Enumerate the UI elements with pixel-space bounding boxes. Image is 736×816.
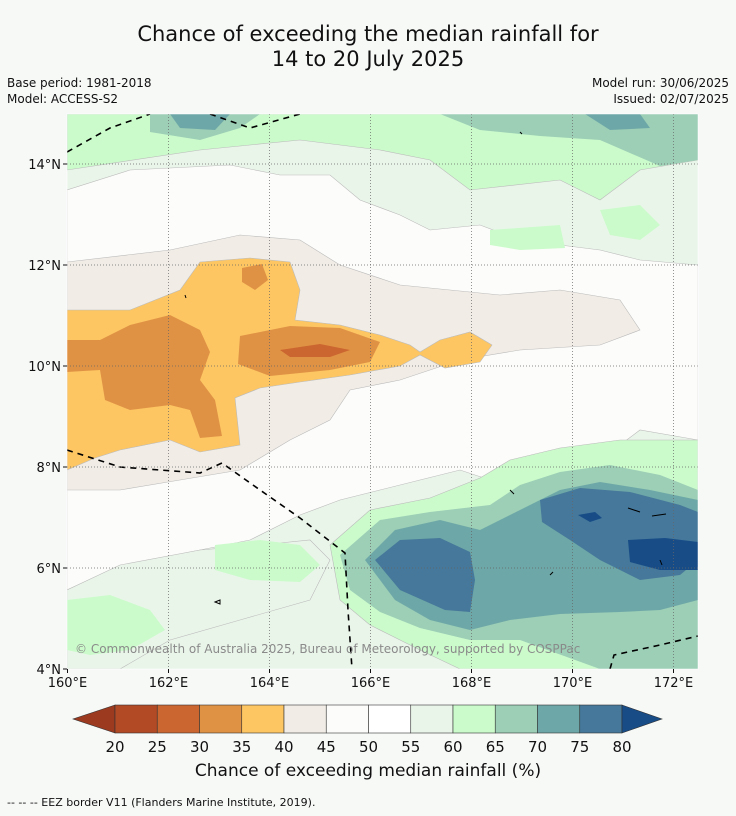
zone-65-mid-north <box>490 225 565 250</box>
colorbar-swatch <box>283 704 327 734</box>
colorbar-swatch <box>325 704 369 734</box>
lat-tick-label: 6°N <box>37 562 62 577</box>
lon-tick-label: 164°E <box>250 676 290 691</box>
lon-tick-label: 160°E <box>48 676 88 691</box>
colorbar-tick-label: 50 <box>359 738 378 756</box>
zone-65-east <box>600 205 660 240</box>
colorbar-tick-label: 55 <box>401 738 420 756</box>
longitude-axis: 160°E 162°E 164°E 166°E 168°E 170°E 172°E <box>48 669 694 691</box>
colorbar-swatch <box>368 704 412 734</box>
colorbar-extend-low <box>72 704 116 734</box>
eez-border-north <box>209 114 301 129</box>
metadata-right: Model run: 30/06/2025 Issued: 02/07/2025 <box>592 75 729 107</box>
colorbar-tick-label: 40 <box>274 738 293 756</box>
zone-80-south-east-west <box>375 538 475 612</box>
zone-65-mid-south <box>215 540 320 582</box>
lat-tick-label: 14°N <box>28 158 61 173</box>
colorbar-swatch <box>114 704 158 734</box>
zone-above-80 <box>628 538 698 570</box>
lat-tick-label: 4°N <box>37 663 62 678</box>
model-label: Model: ACCESS-S2 <box>7 92 119 106</box>
zone-35-small <box>242 264 268 290</box>
colorbar-tick-label: 65 <box>486 738 505 756</box>
eez-border-north-west <box>67 114 151 153</box>
colorbar: 20 25 30 35 40 45 50 55 60 65 70 75 80 <box>72 704 663 756</box>
zone-75-north-east <box>585 114 650 130</box>
lon-tick-label: 162°E <box>149 676 189 691</box>
colorbar-tick-label: 60 <box>443 738 462 756</box>
zone-65-south-west <box>67 595 165 655</box>
colorbar-tick-label: 45 <box>317 738 336 756</box>
colorbar-swatch <box>156 704 200 734</box>
colorbar-tick-label: 80 <box>612 738 631 756</box>
colorbar-swatch <box>452 704 496 734</box>
title-line-1: Chance of exceeding the median rainfall … <box>137 22 599 46</box>
colorbar-swatch <box>410 704 454 734</box>
lat-tick-label: 10°N <box>28 360 61 375</box>
colorbar-swatch <box>579 704 623 734</box>
rainfall-map: © Commonwealth of Australia 2025, Bureau… <box>67 114 698 669</box>
model-run-label: Model run: 30/06/2025 <box>591 76 729 90</box>
colorbar-title: Chance of exceeding median rainfall (%) <box>194 761 542 781</box>
zone-30-center <box>280 344 350 357</box>
lon-tick-label: 168°E <box>452 676 492 691</box>
lon-tick-label: 170°E <box>553 676 593 691</box>
colorbar-tick-label: 75 <box>570 738 589 756</box>
title-line-2: 14 to 20 July 2025 <box>271 47 465 71</box>
latitude-axis: 14°N 12°N 10°N 8°N 6°N 4°N <box>28 158 67 678</box>
colorbar-tick-label: 25 <box>148 738 167 756</box>
colorbar-swatch <box>199 704 243 734</box>
zone-35-west <box>67 315 222 438</box>
lon-tick-label: 172°E <box>654 676 694 691</box>
eez-border-south-east <box>609 635 698 669</box>
lat-tick-label: 12°N <box>28 259 61 274</box>
gridlines <box>67 114 698 669</box>
metadata-left: Base period: 1981-2018 Model: ACCESS-S2 <box>7 75 152 107</box>
map-title: Chance of exceeding the median rainfall … <box>0 22 736 72</box>
issued-label: Issued: 02/07/2025 <box>613 92 729 106</box>
colorbar-tick-label: 35 <box>232 738 251 756</box>
lon-tick-label: 166°E <box>351 676 391 691</box>
colorbar-swatch <box>494 704 538 734</box>
colorbar-tick-label: 30 <box>190 738 209 756</box>
map-frame <box>66 113 699 670</box>
lat-tick-label: 8°N <box>37 461 62 476</box>
copyright-notice: © Commonwealth of Australia 2025, Bureau… <box>75 642 580 656</box>
zone-above-80-small <box>578 512 602 522</box>
eez-footnote: -- -- -- EEZ border V11 (Flanders Marine… <box>7 796 316 809</box>
zone-75-north-west <box>170 114 230 130</box>
colorbar-tick-label: 20 <box>105 738 124 756</box>
colorbar-tick-label: 70 <box>528 738 547 756</box>
island-outlines <box>184 131 667 605</box>
colorbar-swatch <box>537 704 581 734</box>
colorbar-extend-high <box>621 704 663 734</box>
colorbar-swatch <box>241 704 285 734</box>
base-period-label: Base period: 1981-2018 <box>7 76 152 90</box>
eez-border-central <box>67 449 353 669</box>
